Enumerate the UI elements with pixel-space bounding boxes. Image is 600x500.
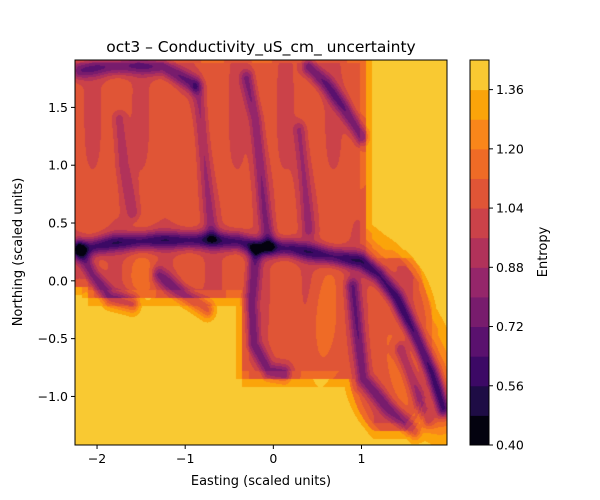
colorbar-band	[470, 148, 489, 179]
colorbar-band	[470, 89, 489, 120]
colorbar-band	[470, 326, 489, 357]
colorbar-band	[470, 237, 489, 268]
colorbar-band	[470, 208, 489, 239]
x-tick-label: −2	[88, 451, 106, 466]
colorbar-band	[470, 267, 489, 298]
colorbar-band	[470, 60, 489, 91]
colorbar-frame	[469, 59, 490, 446]
plot-area	[75, 60, 447, 445]
colorbar-tick-label: 1.36	[496, 82, 524, 97]
colorbar-band	[470, 415, 489, 446]
y-axis-label: Northing (scaled units)	[11, 178, 26, 327]
colorbar-tick-label: 0.72	[496, 319, 524, 334]
y-tick-label: 0.5	[48, 216, 68, 231]
x-axis-label: Easting (scaled units)	[191, 474, 331, 489]
colorbar-band	[470, 385, 489, 416]
colorbar-ticks: 0.40 0.56 0.72 0.88 1.04 1.20 1.36	[489, 82, 524, 453]
colorbar-band	[470, 296, 489, 328]
x-tick-label: 0	[269, 451, 277, 466]
axes-frame	[74, 59, 448, 446]
colorbar-tick-label: 1.20	[496, 141, 524, 156]
colorbar-tick-label: 0.40	[496, 438, 524, 453]
y-axis: −1.0 −0.5 0.0 0.5 1.0 1.5	[38, 100, 75, 404]
colorbar-tick-label: 0.88	[496, 260, 524, 275]
colorbar-band	[470, 178, 489, 209]
colorbar-band	[470, 356, 489, 387]
colorbar-tick-label: 0.56	[496, 378, 524, 393]
contour-field	[75, 60, 447, 445]
y-tick-label: 1.0	[48, 158, 68, 173]
x-tick-label: 1	[358, 451, 366, 466]
y-tick-label: 1.5	[48, 100, 68, 115]
x-axis: −2 −1 0 1	[88, 445, 366, 466]
colorbar	[470, 60, 489, 446]
colorbar-band	[470, 119, 489, 150]
colorbar-label: Entropy	[536, 226, 551, 277]
colorbar-tick-label: 1.04	[496, 201, 524, 216]
y-tick-label: −1.0	[38, 389, 68, 404]
x-tick-label: −1	[176, 451, 194, 466]
y-tick-label: −0.5	[38, 331, 68, 346]
chart-title: oct3 – Conductivity_uS_cm_ uncertainty	[106, 38, 415, 57]
y-tick-label: 0.0	[48, 273, 68, 288]
